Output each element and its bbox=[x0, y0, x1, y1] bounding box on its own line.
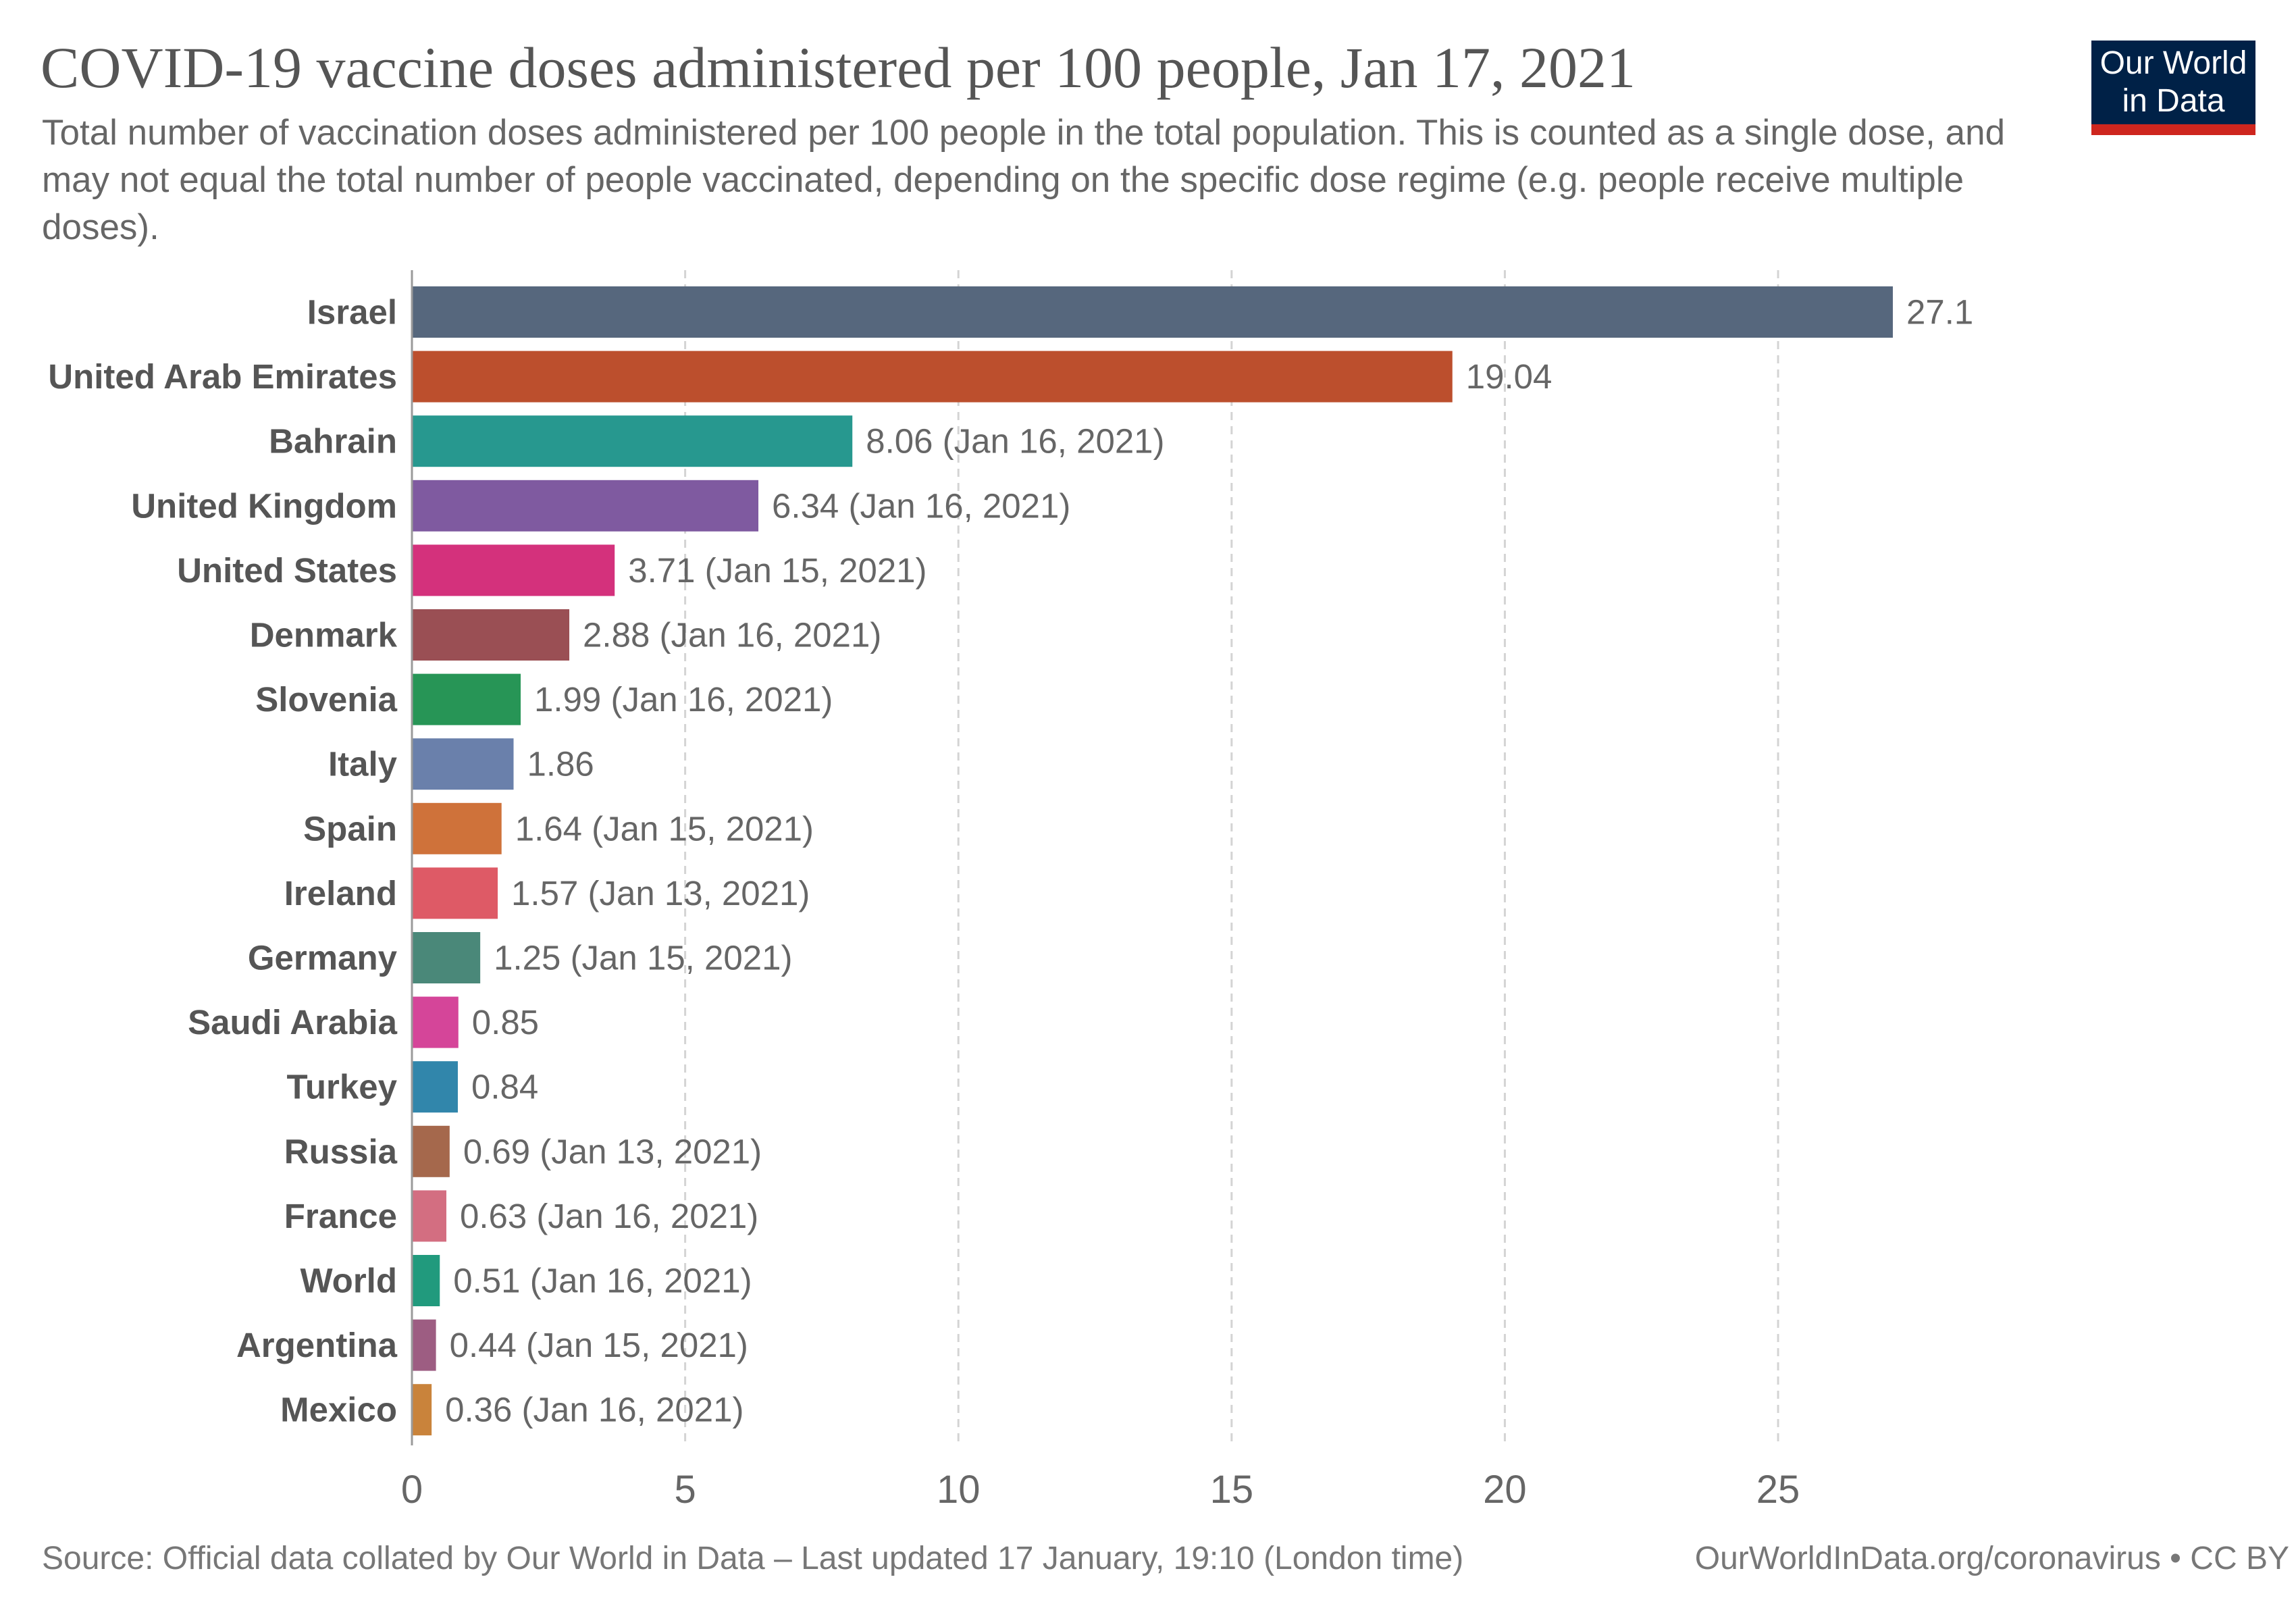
value-label: 3.71 (Jan 15, 2021) bbox=[628, 551, 927, 590]
bar-bahrain[interactable] bbox=[412, 415, 853, 467]
bar-spain[interactable] bbox=[412, 802, 502, 854]
category-label: Mexico bbox=[280, 1391, 397, 1429]
x-tick-label: 10 bbox=[937, 1468, 981, 1512]
logo-accent-bar bbox=[2091, 124, 2255, 135]
bars: Israel 27.1 United Arab Emirates 19.04 Bahra… bbox=[48, 286, 1973, 1436]
gridlines bbox=[684, 270, 1779, 1445]
value-label: 1.25 (Jan 15, 2021) bbox=[494, 939, 792, 977]
bar-germany[interactable] bbox=[412, 932, 481, 983]
value-label: 1.86 bbox=[527, 745, 594, 783]
category-label: United Arab Emirates bbox=[48, 357, 397, 396]
value-label: 8.06 (Jan 16, 2021) bbox=[866, 422, 1164, 461]
bar-russia[interactable] bbox=[412, 1125, 450, 1177]
value-label: 0.36 (Jan 16, 2021) bbox=[445, 1391, 743, 1429]
bar-united-arab-emirates[interactable] bbox=[412, 351, 1453, 403]
category-label: Argentina bbox=[236, 1326, 398, 1364]
category-label: Slovenia bbox=[255, 680, 397, 719]
category-label: Denmark bbox=[250, 616, 398, 654]
category-label: Bahrain bbox=[269, 422, 397, 461]
value-label: 0.84 bbox=[471, 1068, 538, 1106]
value-label: 1.99 (Jan 16, 2021) bbox=[534, 680, 833, 719]
category-label: Germany bbox=[248, 939, 398, 977]
x-tick-label: 15 bbox=[1210, 1468, 1254, 1512]
x-tick-label: 20 bbox=[1483, 1468, 1527, 1512]
value-label: 0.69 (Jan 13, 2021) bbox=[463, 1132, 762, 1170]
logo-text: Our World in Data bbox=[2091, 45, 2255, 120]
value-label: 0.85 bbox=[472, 1003, 539, 1041]
logo-line-2: in Data bbox=[2122, 83, 2225, 119]
bar-france[interactable] bbox=[412, 1190, 446, 1242]
logo-line-1: Our World bbox=[2099, 45, 2247, 81]
bar-slovenia[interactable] bbox=[412, 673, 521, 725]
bar-chart: Israel 27.1 United Arab Emirates 19.04 Bahra… bbox=[48, 270, 1973, 1512]
bar-united-kingdom[interactable] bbox=[412, 480, 759, 532]
chart-subtitle: Total number of vaccination doses admini… bbox=[42, 113, 2006, 247]
value-label: 27.1 bbox=[1906, 293, 1973, 332]
value-label: 19.04 bbox=[1466, 357, 1553, 396]
bar-ireland[interactable] bbox=[412, 867, 498, 919]
bar-united-states[interactable] bbox=[412, 544, 615, 596]
bar-italy[interactable] bbox=[412, 738, 514, 790]
category-label: Turkey bbox=[287, 1068, 398, 1106]
x-tick-label: 25 bbox=[1756, 1468, 1800, 1512]
value-label: 0.44 (Jan 15, 2021) bbox=[450, 1326, 748, 1364]
category-label: Saudi Arabia bbox=[188, 1003, 397, 1041]
category-label: France bbox=[284, 1197, 397, 1235]
bar-turkey[interactable] bbox=[412, 1061, 458, 1113]
bar-denmark[interactable] bbox=[412, 609, 570, 661]
category-label: Spain bbox=[303, 809, 397, 848]
bar-world[interactable] bbox=[412, 1255, 440, 1306]
value-label: 1.57 (Jan 13, 2021) bbox=[511, 874, 810, 912]
x-tick-label: 5 bbox=[674, 1468, 696, 1512]
category-label: Israel bbox=[307, 293, 397, 332]
category-label: Ireland bbox=[284, 874, 397, 912]
bar-saudi-arabia[interactable] bbox=[412, 996, 459, 1048]
x-axis: 0 5 10 15 20 25 bbox=[401, 270, 1800, 1512]
category-label: Italy bbox=[328, 745, 398, 783]
category-label: World bbox=[300, 1262, 397, 1300]
bar-argentina[interactable] bbox=[412, 1319, 436, 1371]
value-label: 0.51 (Jan 16, 2021) bbox=[453, 1262, 752, 1300]
value-label: 2.88 (Jan 16, 2021) bbox=[583, 616, 881, 654]
category-label: United States bbox=[177, 551, 397, 590]
source-note: Source: Official data collated by Our Wo… bbox=[42, 1541, 1464, 1576]
source-link[interactable]: OurWorldInData.org/coronavirus • CC BY bbox=[1692, 1540, 2289, 1577]
category-label: Russia bbox=[284, 1132, 398, 1170]
value-label: 6.34 (Jan 16, 2021) bbox=[772, 486, 1070, 525]
chart-title: COVID-19 vaccine doses administered per … bbox=[41, 35, 1636, 100]
value-label: 1.64 (Jan 15, 2021) bbox=[515, 809, 814, 848]
owid-logo[interactable]: Our World in Data bbox=[2091, 41, 2255, 135]
x-tick-label: 0 bbox=[401, 1468, 423, 1512]
bar-israel[interactable] bbox=[412, 286, 1893, 338]
value-label: 0.63 (Jan 16, 2021) bbox=[460, 1197, 758, 1235]
bar-mexico[interactable] bbox=[412, 1384, 432, 1436]
category-label: United Kingdom bbox=[131, 486, 397, 525]
